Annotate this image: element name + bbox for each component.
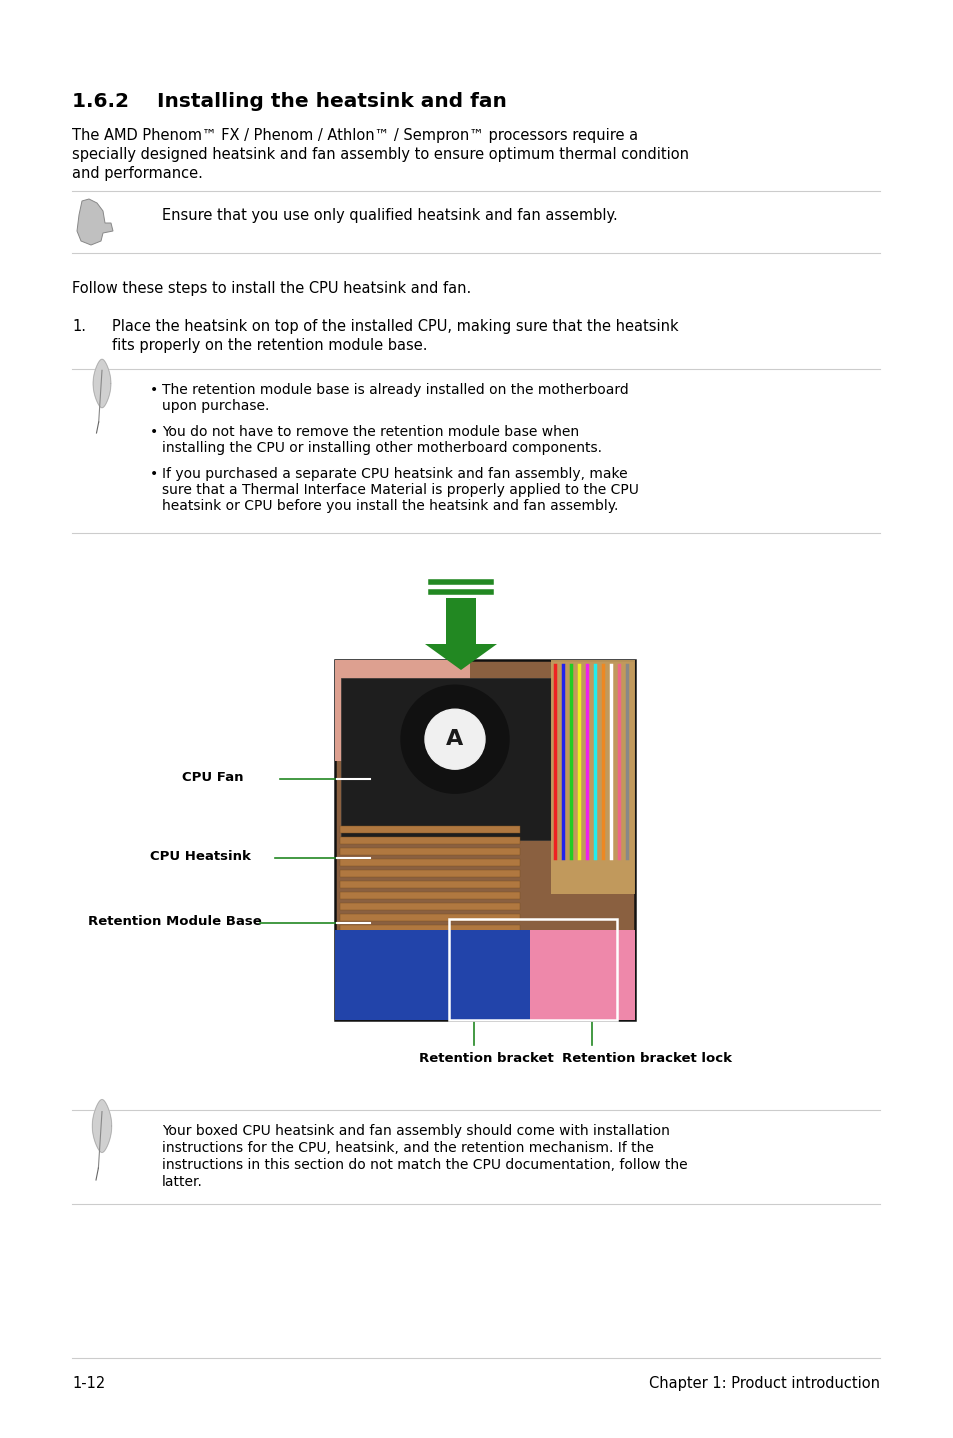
Polygon shape	[92, 1100, 112, 1152]
FancyBboxPatch shape	[339, 925, 519, 932]
Text: instructions in this section do not match the CPU documentation, follow the: instructions in this section do not matc…	[162, 1158, 687, 1172]
FancyBboxPatch shape	[339, 858, 519, 866]
Text: fits properly on the retention module base.: fits properly on the retention module ba…	[112, 338, 427, 352]
FancyBboxPatch shape	[335, 930, 530, 1020]
Text: heatsink or CPU before you install the heatsink and fan assembly.: heatsink or CPU before you install the h…	[162, 499, 618, 513]
FancyBboxPatch shape	[339, 903, 519, 910]
Text: CPU Heatsink: CPU Heatsink	[150, 850, 251, 863]
Circle shape	[400, 684, 509, 794]
Text: •: •	[150, 383, 158, 397]
Text: You do not have to remove the retention module base when: You do not have to remove the retention …	[162, 426, 578, 439]
Text: Chapter 1: Product introduction: Chapter 1: Product introduction	[648, 1376, 879, 1391]
Text: CPU Fan: CPU Fan	[182, 771, 243, 784]
FancyBboxPatch shape	[551, 660, 635, 894]
Text: Ensure that you use only qualified heatsink and fan assembly.: Ensure that you use only qualified heats…	[162, 209, 618, 223]
FancyBboxPatch shape	[339, 892, 519, 899]
Text: latter.: latter.	[162, 1175, 203, 1189]
Text: Your boxed CPU heatsink and fan assembly should come with installation: Your boxed CPU heatsink and fan assembly…	[162, 1125, 669, 1137]
FancyBboxPatch shape	[339, 825, 519, 833]
Text: 1.6.2    Installing the heatsink and fan: 1.6.2 Installing the heatsink and fan	[71, 92, 506, 111]
Text: Place the heatsink on top of the installed CPU, making sure that the heatsink: Place the heatsink on top of the install…	[112, 319, 678, 334]
Text: specially designed heatsink and fan assembly to ensure optimum thermal condition: specially designed heatsink and fan asse…	[71, 147, 688, 162]
FancyBboxPatch shape	[339, 913, 519, 920]
Text: Retention bracket: Retention bracket	[418, 1053, 554, 1066]
Polygon shape	[424, 644, 497, 670]
Text: •: •	[150, 426, 158, 439]
Text: installing the CPU or installing other motherboard components.: installing the CPU or installing other m…	[162, 441, 601, 454]
Text: •: •	[150, 467, 158, 480]
Text: 1-12: 1-12	[71, 1376, 105, 1391]
Text: and performance.: and performance.	[71, 165, 203, 181]
Text: 1.: 1.	[71, 319, 86, 334]
Text: A: A	[446, 729, 463, 749]
FancyBboxPatch shape	[446, 598, 476, 646]
Text: sure that a Thermal Interface Material is properly applied to the CPU: sure that a Thermal Interface Material i…	[162, 483, 639, 498]
Text: upon purchase.: upon purchase.	[162, 398, 269, 413]
Text: The AMD Phenom™ FX / Phenom / Athlon™ / Sempron™ processors require a: The AMD Phenom™ FX / Phenom / Athlon™ / …	[71, 128, 638, 142]
FancyBboxPatch shape	[340, 677, 551, 840]
Text: instructions for the CPU, heatsink, and the retention mechanism. If the: instructions for the CPU, heatsink, and …	[162, 1140, 653, 1155]
Polygon shape	[93, 360, 111, 408]
Polygon shape	[77, 198, 112, 244]
FancyBboxPatch shape	[530, 930, 635, 1020]
Text: If you purchased a separate CPU heatsink and fan assembly, make: If you purchased a separate CPU heatsink…	[162, 467, 627, 480]
FancyBboxPatch shape	[339, 870, 519, 877]
FancyBboxPatch shape	[335, 660, 635, 1020]
Text: The retention module base is already installed on the motherboard: The retention module base is already ins…	[162, 383, 628, 397]
FancyBboxPatch shape	[339, 837, 519, 844]
FancyBboxPatch shape	[339, 880, 519, 887]
FancyBboxPatch shape	[339, 847, 519, 854]
Circle shape	[424, 709, 484, 769]
Text: Retention Module Base: Retention Module Base	[88, 915, 261, 928]
FancyBboxPatch shape	[335, 660, 470, 761]
Text: Follow these steps to install the CPU heatsink and fan.: Follow these steps to install the CPU he…	[71, 280, 471, 296]
Text: Retention bracket lock: Retention bracket lock	[561, 1053, 731, 1066]
